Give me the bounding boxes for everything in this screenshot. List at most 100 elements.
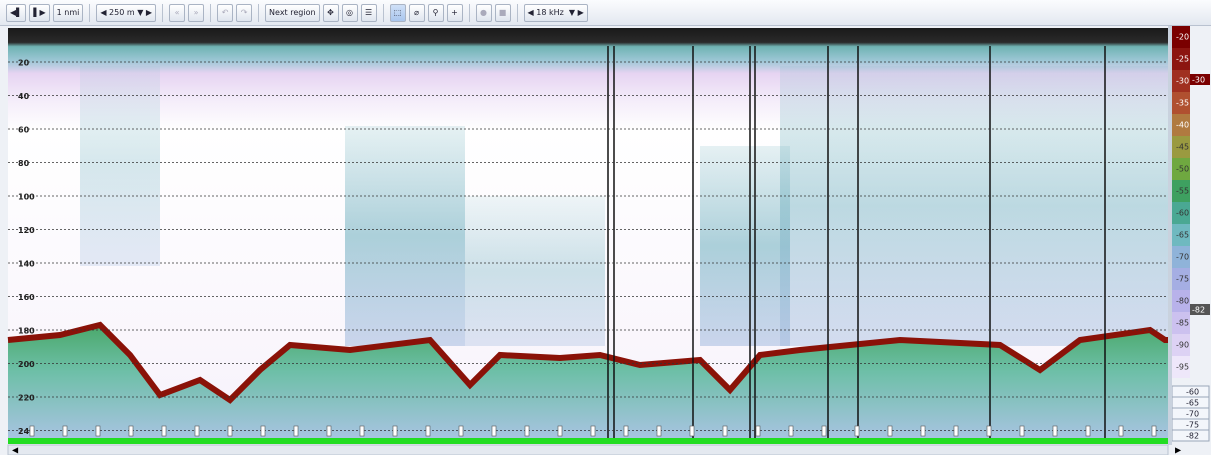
scrollbar[interactable] xyxy=(7,444,1169,455)
lower-marker: -82 xyxy=(1192,306,1205,315)
color-swatch xyxy=(1172,26,1190,48)
separator xyxy=(258,3,260,22)
color-scale-label: -90 xyxy=(1176,341,1189,350)
distance-marker xyxy=(260,425,266,437)
separator xyxy=(89,3,91,22)
seabed-line xyxy=(7,321,1168,404)
color-scale-label: -35 xyxy=(1176,99,1189,108)
color-scale: -20-25-30-35-40-45-50-55-60-65-70-75-80-… xyxy=(1172,26,1210,378)
color-swatch xyxy=(1172,334,1190,356)
scroll-right[interactable]: ▶ xyxy=(1175,446,1182,455)
distance-marker xyxy=(722,425,728,437)
distance-marker xyxy=(590,425,596,437)
distance-marker xyxy=(359,425,365,437)
threshold-label: -65 xyxy=(1186,399,1199,408)
next-button[interactable]: ▌▶ xyxy=(29,3,50,22)
distance-marker xyxy=(854,425,860,437)
threshold-label: -70 xyxy=(1186,410,1199,419)
distance-marker xyxy=(95,425,101,437)
toolbar: ◀▌ ▌▶ 1 nmi ◀ 250 m ▼ ▶ « » ↶ ↷ Next reg… xyxy=(0,0,1211,26)
separator xyxy=(382,3,384,22)
scatter-layer xyxy=(780,66,1170,346)
separator xyxy=(516,3,518,22)
color-scale-label: -75 xyxy=(1176,275,1189,284)
zoom-button[interactable]: ⚲ xyxy=(427,3,444,22)
back-button[interactable]: « xyxy=(169,3,186,22)
depth-tick-label: 220 xyxy=(18,394,35,403)
next-region-button[interactable]: Next region xyxy=(265,3,320,22)
distance-marker xyxy=(920,425,926,437)
distance-marker xyxy=(689,425,695,437)
distance-marker xyxy=(194,425,200,437)
forward-button[interactable]: » xyxy=(188,3,205,22)
separator xyxy=(468,3,470,22)
distance-marker xyxy=(62,425,68,437)
distance-marker xyxy=(821,425,827,437)
upper-marker: -30 xyxy=(1192,76,1205,85)
target-button[interactable]: ◎ xyxy=(341,3,358,22)
range-selector[interactable]: ◀ 250 m ▼ ▶ xyxy=(96,3,157,22)
depth-tick-label: 140 xyxy=(18,260,35,269)
stop-button[interactable]: ■ xyxy=(494,3,511,22)
distance-marker xyxy=(1019,425,1025,437)
redo-button[interactable]: ↷ xyxy=(236,3,253,22)
scatter-layer xyxy=(465,196,605,346)
depth-tick-label: 240 xyxy=(18,427,35,436)
distance-marker xyxy=(293,425,299,437)
distance-marker xyxy=(887,425,893,437)
distance-marker xyxy=(788,425,794,437)
distance-marker xyxy=(326,425,332,437)
color-scale-label: -70 xyxy=(1176,253,1189,262)
erase-button[interactable]: ⌀ xyxy=(408,3,425,22)
depth-tick-label: 20 xyxy=(18,59,30,68)
color-swatch xyxy=(1172,268,1190,290)
select-button[interactable]: ⬚ xyxy=(389,3,406,22)
bottom-bar xyxy=(8,438,1168,444)
distance-marker xyxy=(128,425,134,437)
move-button[interactable]: ✥ xyxy=(322,3,339,22)
depth-tick-label: 120 xyxy=(18,226,35,235)
lower-marker-box xyxy=(1190,304,1210,315)
distance-button[interactable]: 1 nmi xyxy=(52,3,84,22)
add-button[interactable]: + xyxy=(446,3,463,22)
echogram-view: 20 40 60 80 100 120 140 160 180 200 220 240 -20 -25 -… xyxy=(7,26,1210,455)
distance-marker xyxy=(458,425,464,437)
color-scale-label: -55 xyxy=(1176,187,1189,196)
color-scale-label: -65 xyxy=(1176,231,1189,240)
color-swatch xyxy=(1172,224,1190,246)
separator xyxy=(162,3,164,22)
distance-marker xyxy=(1118,425,1124,437)
seabed xyxy=(8,325,1168,440)
depth-tick-label: 80 xyxy=(18,159,30,168)
color-scale-label: -30 xyxy=(1176,77,1189,86)
color-scale-label: -25 xyxy=(1176,55,1189,64)
scatter-layer xyxy=(700,146,790,346)
color-swatch xyxy=(1172,290,1190,312)
first-button[interactable]: ◀▌ xyxy=(6,3,27,22)
color-swatch xyxy=(1172,136,1190,158)
distance-marker xyxy=(755,425,761,437)
threshold-label: -82 xyxy=(1186,432,1199,441)
depth-axis: 20 40 60 80 100 120 140 160 180 200 220 240 xyxy=(8,59,1168,437)
frequency-selector[interactable]: ◀ 18 kHz ▼ ▶ xyxy=(523,3,588,22)
distance-marker xyxy=(986,425,992,437)
range-value: 250 m xyxy=(109,8,135,17)
color-swatch xyxy=(1172,246,1190,268)
distance-marker xyxy=(392,425,398,437)
color-swatch xyxy=(1172,114,1190,136)
scatter-layer xyxy=(345,126,465,346)
scatter-layer xyxy=(80,66,160,266)
color-swatch xyxy=(1172,158,1190,180)
color-swatch xyxy=(1172,70,1190,92)
record-button[interactable]: ● xyxy=(475,3,492,22)
color-swatch xyxy=(1172,356,1190,378)
undo-button[interactable]: ↶ xyxy=(217,3,234,22)
scroll-left[interactable]: ◀ xyxy=(12,446,19,455)
color-swatch xyxy=(1172,180,1190,202)
upper-marker-box xyxy=(1190,74,1210,85)
threshold-label: -60 xyxy=(1186,388,1199,397)
list-button[interactable]: ☰ xyxy=(360,3,377,22)
distance-marker xyxy=(524,425,530,437)
distance-marker xyxy=(227,425,233,437)
color-scale-label: -85 xyxy=(1176,319,1189,328)
